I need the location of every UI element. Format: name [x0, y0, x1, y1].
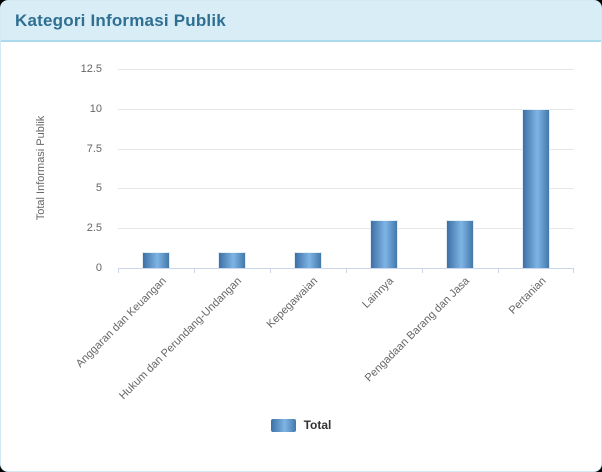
bar-pengadaan-barang-dan-jasa[interactable] [446, 220, 474, 268]
x-axis-tick [498, 268, 499, 273]
x-axis-tick [346, 268, 347, 273]
y-tick-label: 10 [89, 102, 102, 115]
x-axis-tick [270, 268, 271, 273]
gridline [118, 188, 574, 190]
x-tick-label: Hukum dan Perundang-Undangan [117, 275, 245, 402]
gridline [118, 148, 574, 150]
legend-swatch [270, 418, 296, 432]
gridline [118, 228, 574, 230]
y-tick-label: 0 [95, 262, 102, 274]
card-header: Kategori Informasi Publik [1, 1, 601, 42]
gridline [118, 69, 574, 70]
plot-area: 0 2.5 5 7.5 10 12.5 Anggaran dan Keuangan Hukum… [73, 63, 574, 402]
bar-pertanian[interactable] [522, 108, 550, 268]
legend-label: Total [303, 418, 332, 432]
y-tick-label: 2.5 [86, 222, 102, 235]
x-axis-tick [573, 268, 574, 273]
gridline [118, 108, 574, 110]
y-tick-label: 12.5 [80, 63, 102, 75]
legend-item-total[interactable]: Total [1, 418, 601, 432]
bar-kepegawaian[interactable] [294, 252, 322, 268]
bar-lainnya[interactable] [370, 220, 398, 268]
x-axis-tick [194, 268, 195, 273]
x-axis-tick [422, 268, 423, 273]
y-axis-title: Total Informasi Publik [35, 115, 47, 221]
chart-area: Total Informasi Publik 0 2.5 5 7.5 10 12.5 Ang… [1, 42, 601, 471]
page-title: Kategori Informasi Publik [15, 10, 226, 30]
bar-anggaran-dan-keuangan[interactable] [142, 252, 170, 268]
x-tick-label: Pertanian [506, 275, 549, 317]
bar-hukum-dan-perundang-undangan[interactable] [218, 252, 246, 268]
x-tick-label: Kepegawaian [264, 275, 321, 331]
y-tick-label: 7.5 [86, 142, 102, 155]
x-axis-tick [118, 268, 119, 273]
x-tick-label: Lainnya [360, 275, 397, 311]
y-tick-label: 5 [95, 182, 102, 195]
